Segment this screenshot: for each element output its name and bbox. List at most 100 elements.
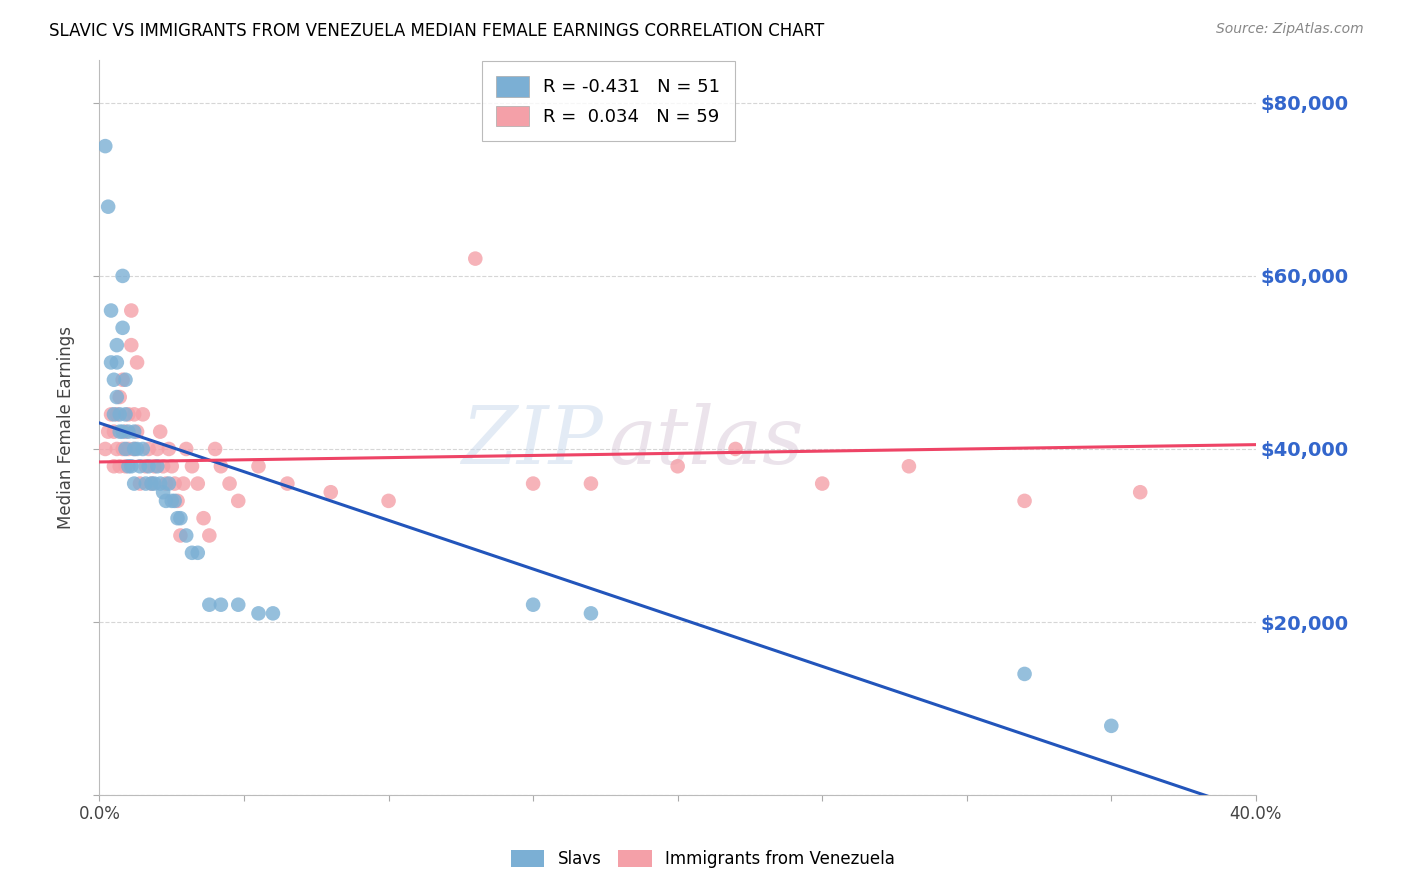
Point [105, 355, 128, 369]
Point [163, 476, 186, 491]
Point [193, 511, 215, 525]
Point [181, 459, 204, 474]
Point [247, 607, 270, 621]
Point [125, 355, 148, 369]
Point [724, 442, 747, 456]
Point [1099, 719, 1122, 733]
Text: atlas: atlas [609, 403, 804, 481]
Point [108, 408, 131, 422]
Point [114, 442, 136, 456]
Text: ZIP: ZIP [461, 403, 603, 481]
Point [129, 476, 152, 491]
Point [97, 425, 120, 439]
Point [100, 408, 122, 422]
Point [103, 373, 125, 387]
Point [146, 442, 169, 456]
Point [103, 459, 125, 474]
Point [122, 442, 145, 456]
Point [141, 476, 163, 491]
Point [377, 494, 399, 508]
Text: Source: ZipAtlas.com: Source: ZipAtlas.com [1216, 22, 1364, 37]
Point [1129, 485, 1152, 500]
Point [1014, 494, 1036, 508]
Point [117, 442, 139, 456]
Point [579, 607, 602, 621]
Point [198, 528, 221, 542]
Point [122, 442, 145, 456]
Point [120, 338, 142, 352]
Point [157, 476, 180, 491]
Point [187, 546, 209, 560]
Point [166, 494, 188, 508]
Point [129, 459, 152, 474]
Point [120, 303, 142, 318]
Y-axis label: Median Female Earnings: Median Female Earnings [58, 326, 75, 529]
Point [226, 598, 249, 612]
Point [103, 408, 125, 422]
Point [105, 442, 128, 456]
Point [163, 494, 186, 508]
Point [105, 408, 128, 422]
Point [105, 338, 128, 352]
Point [143, 459, 166, 474]
Point [262, 607, 284, 621]
Point [122, 425, 145, 439]
Point [666, 459, 689, 474]
Point [97, 200, 120, 214]
Point [811, 476, 834, 491]
Point [174, 442, 197, 456]
Point [143, 476, 166, 491]
Point [155, 494, 177, 508]
Point [522, 476, 544, 491]
Point [122, 476, 145, 491]
Point [125, 425, 148, 439]
Point [149, 425, 172, 439]
Point [114, 459, 136, 474]
Point [181, 546, 204, 560]
Point [141, 476, 163, 491]
Point [114, 425, 136, 439]
Point [149, 476, 172, 491]
Point [1014, 667, 1036, 681]
Point [100, 303, 122, 318]
Point [103, 425, 125, 439]
Point [218, 476, 240, 491]
Point [125, 442, 148, 456]
Point [172, 476, 194, 491]
Point [319, 485, 342, 500]
Point [111, 425, 134, 439]
Point [897, 459, 920, 474]
Point [117, 425, 139, 439]
Point [135, 476, 157, 491]
Point [166, 511, 188, 525]
Point [132, 442, 155, 456]
Point [204, 442, 226, 456]
Point [247, 459, 270, 474]
Point [174, 528, 197, 542]
Point [94, 139, 117, 153]
Point [111, 373, 134, 387]
Point [209, 598, 232, 612]
Point [100, 355, 122, 369]
Point [226, 494, 249, 508]
Point [169, 511, 191, 525]
Point [132, 408, 155, 422]
Point [160, 494, 183, 508]
Point [108, 425, 131, 439]
Point [155, 476, 177, 491]
Point [276, 476, 298, 491]
Point [114, 373, 136, 387]
Point [94, 442, 117, 456]
Point [187, 476, 209, 491]
Point [117, 408, 139, 422]
Point [464, 252, 486, 266]
Point [108, 390, 131, 404]
Point [138, 442, 160, 456]
Legend: Slavs, Immigrants from Venezuela: Slavs, Immigrants from Venezuela [505, 843, 901, 875]
Point [160, 459, 183, 474]
Point [198, 598, 221, 612]
Point [111, 321, 134, 335]
Point [157, 442, 180, 456]
Point [108, 459, 131, 474]
Point [209, 459, 232, 474]
